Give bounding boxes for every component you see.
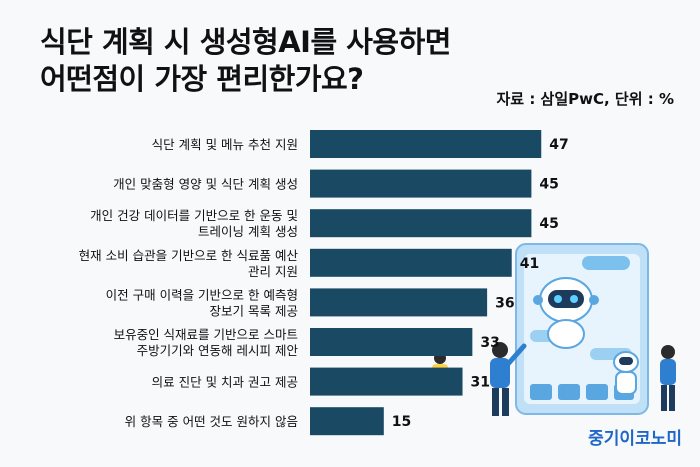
brand-logo: 중기이코노미 xyxy=(588,429,682,449)
category-label-5: 이전 구매 이력을 기반으로 한 예측형 장보기 목록 제공 xyxy=(106,287,298,318)
category-label-line: 개인 건강 데이터를 기반으로 한 운동 및 xyxy=(90,208,298,223)
category-label-line: 현재 소비 습관을 기반으로 한 식료품 예산 xyxy=(79,248,299,263)
bar-4 xyxy=(310,248,512,277)
value-label-2: 45 xyxy=(539,177,558,193)
category-label-6: 보유중인 식재료를 기반으로 스마트 주방기기와 연동해 레시피 제안 xyxy=(114,327,299,358)
category-label-4: 현재 소비 습관을 기반으로 한 식료품 예산 관리 지원 xyxy=(79,248,299,279)
bar-7 xyxy=(310,367,463,396)
bar-2 xyxy=(310,169,532,198)
category-label-line: 보유중인 식재료를 기반으로 스마트 xyxy=(114,327,298,342)
bar-1 xyxy=(310,130,542,158)
category-label-line: 개인 맞춤형 영양 및 식단 계획 생성 xyxy=(113,177,298,192)
bar-5 xyxy=(310,288,488,317)
chart-title: 식단 계획 시 생성형AI를 사용하면 어떤점이 가장 편리한가요? xyxy=(40,24,451,98)
category-label-3: 개인 건강 데이터를 기반으로 한 운동 및 트레이닝 계획 생성 xyxy=(90,208,298,239)
source-note: 자료 : 삼일PwC, 단위 : % xyxy=(496,90,675,108)
value-label-1: 47 xyxy=(549,137,568,153)
category-label-line: 위 항목 중 어떤 것도 원하지 않음 xyxy=(125,414,298,429)
chart-title-line-1: 식단 계획 시 생성형AI를 사용하면 xyxy=(40,25,451,59)
value-label-6: 33 xyxy=(480,335,499,351)
category-label-2: 개인 맞춤형 영양 및 식단 계획 생성 xyxy=(113,177,298,192)
category-label-7: 의료 진단 및 치과 권고 제공 xyxy=(152,375,298,390)
value-label-3: 45 xyxy=(539,216,558,232)
value-label-4: 41 xyxy=(520,256,539,272)
bar-6 xyxy=(310,328,473,356)
chart-title-line-2: 어떤점이 가장 편리한가요? xyxy=(40,62,364,96)
category-label-line: 관리 지원 xyxy=(248,264,298,279)
value-label-5: 36 xyxy=(495,295,514,311)
category-label-line: 주방기기와 연동해 레시피 제안 xyxy=(137,343,299,358)
category-label-1: 식단 계획 및 메뉴 추천 지원 xyxy=(152,137,298,152)
category-label-8: 위 항목 중 어떤 것도 원하지 않음 xyxy=(125,414,298,429)
category-label-line: 트레이닝 계획 생성 xyxy=(198,224,298,239)
category-label-line: 이전 구매 이력을 기반으로 한 예측형 xyxy=(106,287,298,302)
category-label-line: 장보기 목록 제공 xyxy=(210,303,298,318)
value-label-8: 15 xyxy=(392,414,411,430)
bar-8 xyxy=(310,407,384,436)
bar-3 xyxy=(310,209,532,238)
category-label-line: 식단 계획 및 메뉴 추천 지원 xyxy=(152,137,298,152)
category-label-line: 의료 진단 및 치과 권고 제공 xyxy=(152,375,298,390)
value-label-7: 31 xyxy=(471,375,490,391)
